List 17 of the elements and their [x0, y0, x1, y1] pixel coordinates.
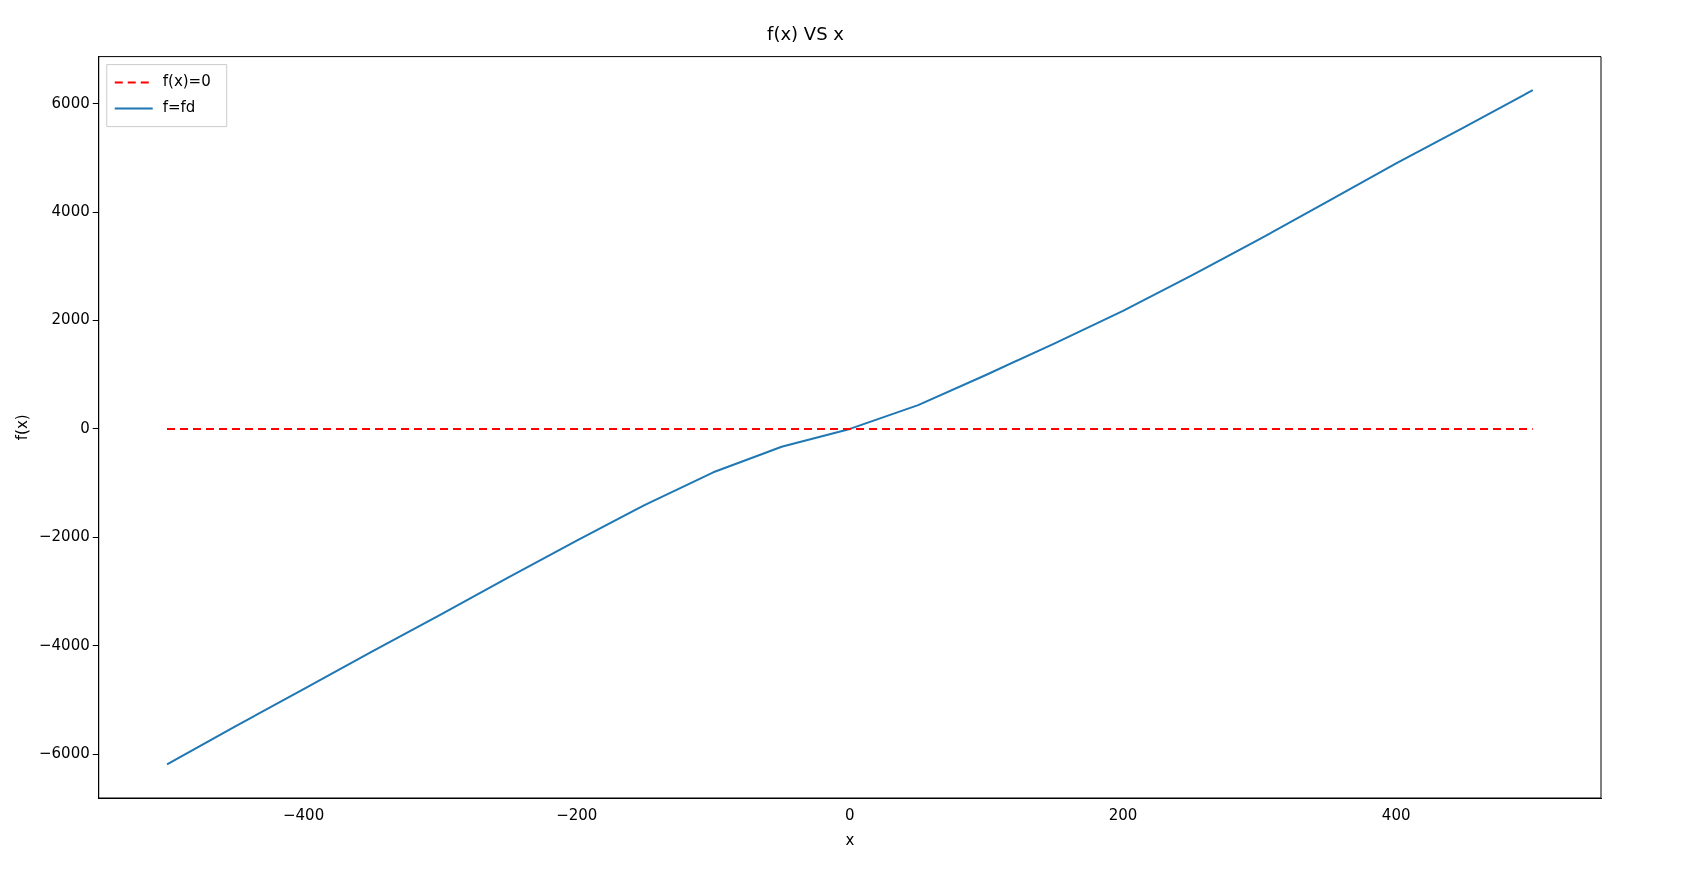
x-tick-label: −400 [282, 805, 325, 824]
y-tick-label: 0 [80, 418, 90, 437]
y-tick-label: −2000 [38, 527, 90, 546]
x-tick-label: 200 [1108, 805, 1138, 824]
y-tick-label: −4000 [38, 635, 90, 654]
legend-label: f=fd [162, 98, 196, 117]
y-tick-label: 4000 [51, 202, 90, 221]
x-tick-label: −200 [556, 805, 598, 824]
y-tick-label: −6000 [38, 743, 90, 762]
legend-label: f(x)=0 [162, 72, 211, 91]
x-tick-label: 0 [845, 805, 855, 824]
y-tick-label: 6000 [51, 93, 90, 112]
x-tick-label: 400 [1381, 805, 1411, 824]
y-axis-title: f(x) [12, 414, 31, 441]
y-tick-label: 2000 [51, 310, 90, 329]
chart-title: f(x) VS x [767, 23, 845, 45]
x-axis-title: x [845, 830, 855, 849]
